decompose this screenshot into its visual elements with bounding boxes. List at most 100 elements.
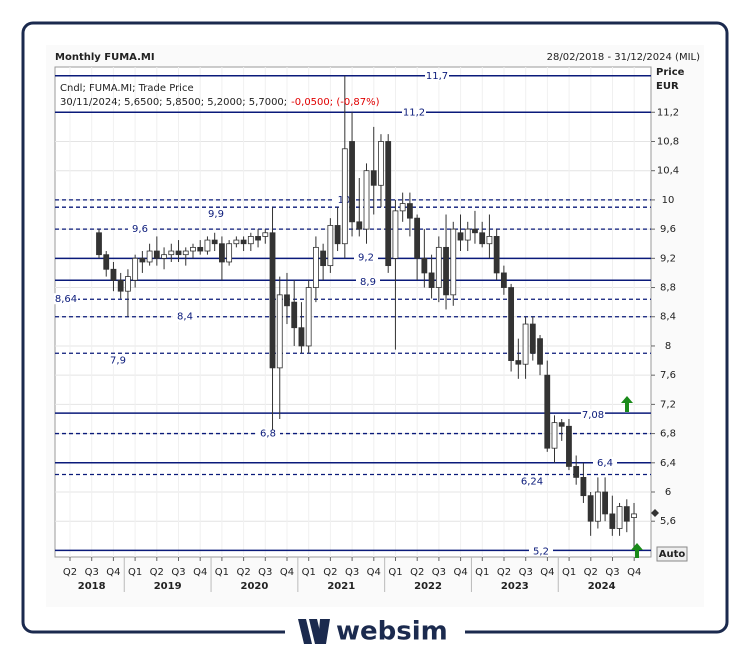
candle-body [457, 232, 464, 241]
candle-body [269, 232, 276, 369]
logo-icon [298, 619, 330, 644]
year-label: 2018 [78, 581, 106, 592]
candle-body [428, 272, 435, 288]
candle-body [110, 268, 117, 281]
candle-body [146, 250, 153, 263]
candle-body [327, 225, 334, 267]
level-label: 6,4 [597, 458, 613, 469]
x-tick-label: Q1 [475, 567, 489, 578]
candle-body [291, 301, 298, 329]
candle-body [435, 246, 442, 288]
x-tick-label: Q4 [280, 567, 294, 578]
candle-body [479, 232, 486, 245]
candle-body [240, 239, 247, 245]
level-label-bg [402, 106, 426, 118]
level-label-bg [54, 293, 78, 305]
year-label: 2019 [154, 581, 182, 592]
x-tick-label: Q3 [432, 567, 446, 578]
y-tick-label: 9,6 [660, 224, 676, 235]
x-tick-label: Q2 [150, 567, 164, 578]
x-tick-label: Q3 [345, 567, 359, 578]
x-tick-label: Q2 [63, 567, 77, 578]
candle-body [631, 513, 637, 518]
candle-body [558, 422, 565, 427]
candle-body [305, 287, 312, 347]
level-label: 9,6 [132, 224, 148, 235]
level-label: 8,9 [360, 277, 376, 288]
y-tick-label: 7,6 [660, 370, 676, 381]
x-tick-label: Q2 [584, 567, 598, 578]
candle-body [276, 294, 283, 369]
x-tick-label: Q3 [605, 567, 619, 578]
y-tick-label: 11,2 [657, 107, 679, 118]
candle-body [182, 250, 189, 256]
candle-body [226, 243, 233, 263]
y-tick-label: 6,4 [660, 458, 676, 469]
candle-body [204, 239, 211, 252]
candle-body [161, 254, 167, 259]
x-tick-label: Q1 [302, 567, 316, 578]
level-label: 7,9 [110, 355, 126, 366]
level-label-bg [204, 208, 228, 220]
x-tick-label: Q2 [236, 567, 250, 578]
auto-button[interactable] [656, 546, 688, 562]
candle-body [522, 323, 529, 365]
legend-change: -0,0500; (-0,87%) [291, 97, 379, 108]
legend-line: Cndl; FUMA.MI; Trade Price [60, 83, 194, 94]
candle-body [551, 422, 558, 449]
axis-title: Price [656, 67, 685, 78]
level-label-bg [128, 223, 152, 235]
x-tick-label: Q2 [410, 567, 424, 578]
candle-body [443, 246, 449, 296]
candle-body [284, 294, 290, 307]
candle-body [493, 236, 500, 274]
candle-body [247, 236, 254, 245]
candle-body [587, 495, 594, 522]
candle-body [262, 232, 269, 237]
level-label-bg [356, 276, 380, 288]
candle-body [370, 170, 377, 186]
y-tick-label: 6 [665, 487, 671, 498]
level-label-bg [256, 427, 280, 439]
y-tick-label: 8,4 [660, 312, 676, 323]
level-label-bg [173, 310, 197, 322]
candle-body [298, 327, 305, 347]
x-tick-label: Q3 [519, 567, 533, 578]
x-tick-label: Q1 [562, 567, 576, 578]
year-label: 2024 [588, 581, 616, 592]
level-label: 6,8 [260, 429, 276, 440]
up-arrow [621, 396, 633, 412]
x-tick-label: Q3 [171, 567, 185, 578]
level-label-bg [581, 409, 605, 421]
x-tick-label: Q4 [627, 567, 641, 578]
candle-body [190, 246, 196, 252]
x-tick-label: Q4 [193, 567, 207, 578]
candle-body [233, 239, 240, 245]
y-tick-label: 10,4 [657, 166, 679, 177]
candle-body [464, 228, 471, 241]
brand: websim [336, 617, 448, 647]
level-label-bg [529, 545, 553, 557]
level-label: 11,7 [426, 71, 448, 82]
x-tick-label: Q1 [215, 567, 229, 578]
level-label: 8,4 [177, 312, 193, 323]
level-label-bg [593, 456, 617, 468]
y-tick-label: 5,6 [660, 516, 676, 527]
candle-body [334, 225, 341, 245]
year-label: 2023 [501, 581, 529, 592]
candle-body [385, 141, 392, 267]
candle-body [378, 141, 384, 186]
x-tick-label: Q4 [540, 567, 554, 578]
candle-body [312, 246, 319, 288]
candle-body [219, 243, 225, 263]
candle-body [125, 276, 131, 292]
candle-body [341, 148, 348, 245]
candle-body [406, 203, 413, 219]
auto-button-label[interactable]: Auto [659, 549, 686, 560]
candle-body [139, 257, 146, 263]
candle-body [132, 257, 139, 281]
level-label: 8,64 [55, 294, 77, 305]
level-label-bg [520, 475, 544, 487]
candle-body [175, 250, 182, 256]
